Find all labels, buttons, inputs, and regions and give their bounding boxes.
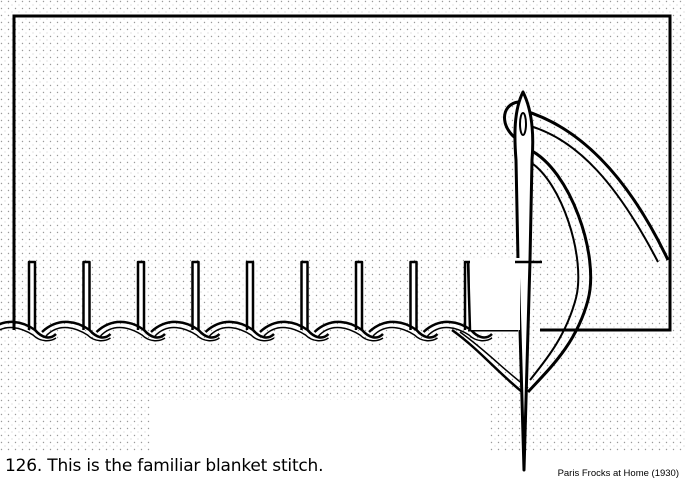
stitch-edge-loop-inner <box>208 326 275 342</box>
stitch-edge-loop-inner <box>99 326 166 342</box>
stitch-edge-loop <box>0 320 57 339</box>
stitch-vertical <box>82 260 91 330</box>
stitch-edge-loop <box>41 320 112 339</box>
stitch-edge-loop-inner <box>426 326 493 342</box>
stitch-edge-loop-inner <box>45 326 111 342</box>
source-credit: Paris Frocks at Home (1930) <box>557 468 679 479</box>
stitch-vertical <box>354 260 364 330</box>
stitch-edge-loop <box>313 320 384 339</box>
needle <box>513 90 535 472</box>
stitch-edge-loop <box>368 320 439 339</box>
thread-loop-inner <box>529 161 580 381</box>
thread-loop <box>526 148 593 394</box>
stitch-edge-loop <box>150 320 221 339</box>
figure-caption: 126. This is the familiar blanket stitch… <box>5 456 324 476</box>
stitch-vertical <box>409 260 418 330</box>
stitch-vertical <box>300 260 309 330</box>
stitch-edge-loop <box>259 320 330 339</box>
stitch-edge-loop-inner <box>0 326 57 342</box>
stitch-edge-loop-inner <box>317 326 384 342</box>
fabric-fold-edge <box>466 260 542 331</box>
stitch-edge-loop <box>204 320 275 339</box>
stitch-vertical <box>136 260 146 330</box>
stitch-vertical <box>191 260 200 330</box>
stitch-edge-loop-inner <box>154 326 220 342</box>
stitch-edge-loop-inner <box>263 326 329 342</box>
stitch-vertical <box>27 260 37 330</box>
stitch-vertical <box>245 260 255 330</box>
thread-tail-inner <box>529 125 659 263</box>
stitch-edge-loop <box>95 320 166 339</box>
fabric-fold <box>470 258 520 330</box>
working-thread <box>451 328 527 396</box>
thread-tail <box>521 108 670 261</box>
caption-strip <box>0 452 685 484</box>
stitch-edge-loop-inner <box>372 326 438 342</box>
